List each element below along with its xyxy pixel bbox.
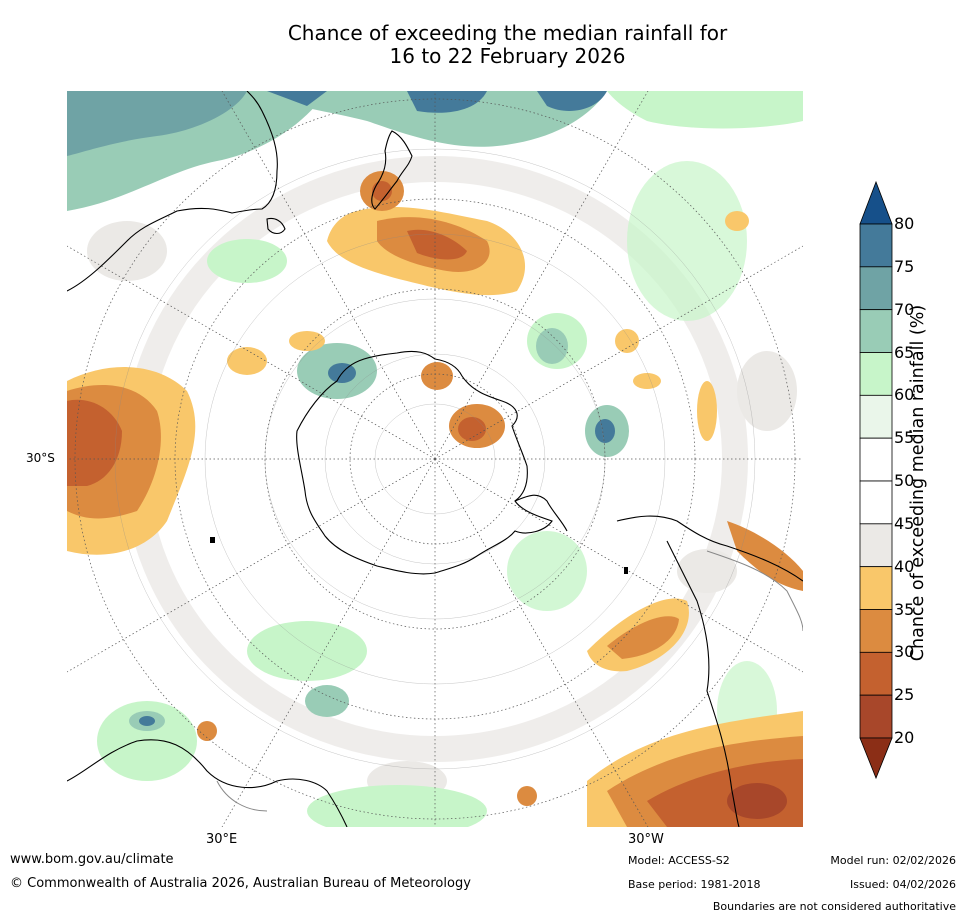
model-run-date: Model run: 02/02/2026 <box>830 854 956 867</box>
latitude-label-30s: 30°S <box>26 451 55 465</box>
map-title: Chance of exceeding the median rainfall … <box>0 22 965 68</box>
colorbar-tick-label: 45 <box>894 513 915 533</box>
issued-date: Issued: 04/02/2026 <box>849 878 956 891</box>
map-panel <box>67 91 803 827</box>
graticule <box>67 91 803 827</box>
south-america-boundary <box>706 550 803 632</box>
colorbar-band <box>859 266 893 311</box>
colorbar-tick-label: 50 <box>894 471 915 490</box>
colorbar-tick-label: 30 <box>894 642 915 662</box>
colorbar-tick-label: 75 <box>894 256 915 276</box>
colorbar-band <box>859 609 893 653</box>
colorbar-swatches <box>859 180 893 780</box>
polar-projection-map <box>67 91 803 827</box>
colorbar-tick-label: 70 <box>894 299 915 319</box>
colorbar-extend-high <box>859 180 893 225</box>
map-title-line1: Chance of exceeding the median rainfall … <box>287 21 728 45</box>
colorbar-tick-label: 80 <box>894 214 915 233</box>
colorbar-band <box>859 352 893 396</box>
colorbar-band <box>859 694 893 739</box>
colorbar-band <box>859 223 893 268</box>
island-marker <box>624 567 628 574</box>
new-zealand-coastline <box>371 130 413 210</box>
colorbar-tick-label: 35 <box>894 599 915 619</box>
colorbar <box>859 180 893 780</box>
colorbar-band <box>859 394 893 439</box>
south-america-coastline <box>616 515 803 582</box>
colorbar-tick-label: 65 <box>894 342 915 362</box>
antarctica-coastline <box>296 350 553 575</box>
model-name: Model: ACCESS-S2 <box>628 854 730 867</box>
colorbar-tick-label: 20 <box>894 728 915 747</box>
colorbar-band <box>859 309 893 353</box>
copyright-notice: © Commonwealth of Australia 2026, Austra… <box>10 876 471 891</box>
colorbar-tick-label: 60 <box>894 385 915 405</box>
colorbar-band <box>859 566 893 610</box>
tasmania-coastline <box>266 217 286 235</box>
colorbar-tick-label: 55 <box>894 428 915 448</box>
colorbar-band <box>859 480 893 525</box>
colorbar-tick-label: 40 <box>894 556 915 576</box>
base-period: Base period: 1981-2018 <box>628 878 761 891</box>
south-america-west-coast <box>666 540 740 827</box>
colorbar-band <box>859 523 893 568</box>
longitude-label-30e: 30°E <box>206 832 238 847</box>
africa-coastline <box>67 739 348 827</box>
island-marker <box>210 537 215 543</box>
colorbar-band <box>859 437 893 482</box>
dry-anomaly-areas <box>67 171 803 827</box>
colorbar-band <box>859 651 893 696</box>
colorbar-extend-low <box>859 737 893 780</box>
website-link[interactable]: www.bom.gov.au/climate <box>10 852 174 867</box>
africa-boundary <box>216 780 268 812</box>
map-title-line2: 16 to 22 February 2026 <box>389 44 626 68</box>
colorbar-title: Chance of exceeding median rainfall (%) <box>908 304 928 662</box>
antarctic-peninsula <box>514 494 568 532</box>
colorbar-tick-label: 25 <box>894 685 915 705</box>
australia-coastline <box>67 91 278 292</box>
longitude-label-30w: 30°W <box>628 832 664 847</box>
boundary-disclaimer: Boundaries are not considered authoritat… <box>712 900 956 913</box>
